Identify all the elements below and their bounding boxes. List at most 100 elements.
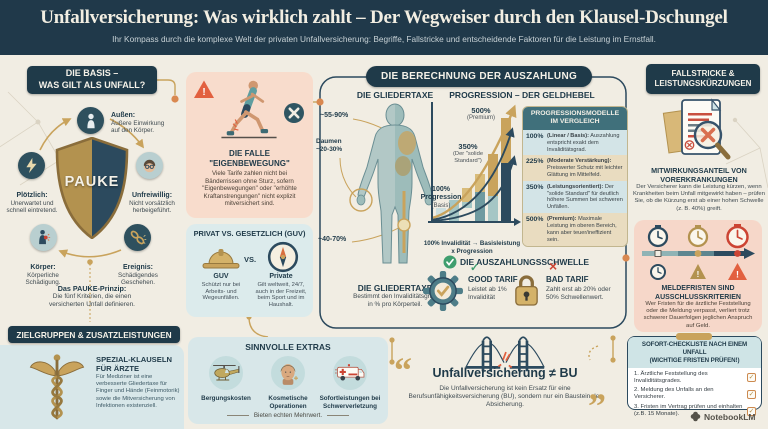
gliedertaxe-label-thumb: Daumen ~20-30% — [316, 138, 343, 154]
checkliste-title: SOFORT-CHECKLISTE NACH EINEM UNFALL (WIC… — [628, 337, 761, 369]
svg-text:!: ! — [697, 270, 700, 279]
meldefristen-text: Wer Fristen für die ärztliche Feststellu… — [643, 301, 753, 329]
checkliste-item: 2. Meldung des Unfalls an den Versichere… — [634, 387, 756, 401]
broken-bridge-icon — [465, 336, 545, 372]
modelle-panel: PROGRESSIONSMODELLE IM VERGLEICH 100% (L… — [522, 106, 628, 248]
meldefristen-card: ! ! MELDEFRISTEN SIND AUSSCHLUSSKRITERIE… — [634, 220, 762, 332]
aussen-node — [77, 107, 104, 134]
warning-triangle-icon: ! — [194, 80, 214, 98]
guv-card: PRIVAT VS. GESETZLICH (GUV) VS. GUV Schü… — [186, 224, 313, 317]
pauke-caption-title: Das PAUKE-Prinzip: — [57, 284, 127, 293]
gear-icon — [423, 271, 463, 311]
extras-title: SINNVOLLE EXTRAS — [245, 342, 331, 352]
extras-item-label: Sofortleistungen bei Schwerverletzung — [319, 395, 381, 410]
page-subtitle: Ihr Kompass durch die komplexe Welt der … — [112, 34, 656, 44]
ploetzlich-label: Plötzlich: Unerwartet und schnell eintret… — [6, 191, 58, 215]
face-icon — [143, 159, 156, 173]
card-tab — [676, 333, 712, 340]
berechnung-section-header: DIE BERECHNUNG DER AUSZAHLUNG — [366, 66, 592, 87]
modelle-header: PROGRESSIONSMODELLE IM VERGLEICH — [523, 107, 627, 130]
pauke-caption-text: Die fünf Kriterien, die einen versichert… — [49, 293, 135, 309]
gliedertaxe-label-arm: ~55-90% — [320, 112, 349, 119]
warning-triangle-icon: ! — [690, 264, 706, 279]
quote-text: Die Unfallversicherung ist kein Ersatz f… — [408, 385, 602, 409]
clock-icon — [650, 264, 666, 280]
modelle-row: 500% (Premium): Maximale Leistung im obe… — [523, 213, 627, 247]
modelle-row-pct: 100% — [526, 132, 544, 140]
falle-card: ! DIE FALLE "EIGENBEWEGUNG" Viele Tarife… — [186, 72, 313, 218]
padlock-icon — [515, 275, 538, 306]
hardhat-icon — [202, 249, 240, 269]
gliedertaxe-caption: DIE GLIEDERTAXE Bestimmt den Invalidität… — [328, 283, 462, 309]
chain-icon — [130, 230, 147, 245]
lightning-icon — [26, 157, 37, 174]
extras-icon-circle — [271, 356, 305, 390]
progression-chart — [428, 102, 521, 226]
checkliste-card: SOFORT-CHECKLISTE NACH EINEM UNFALL (WIC… — [627, 333, 762, 417]
modelle-row-pct: 350% — [526, 183, 544, 191]
aerzte-title: SPEZIAL-KLAUSELN FÜR ÄRZTE — [96, 355, 172, 374]
ambulance-icon — [335, 364, 365, 381]
clock-icon — [687, 225, 709, 248]
watermark: NotebookLM — [690, 411, 755, 422]
helicopter-icon — [213, 364, 240, 381]
zielgruppen-section-header: ZIELGRUPPEN & ZUSATZLEISTUNGEN — [8, 326, 180, 343]
clock-icon — [647, 225, 669, 248]
ereignis-node — [124, 224, 151, 251]
progression-xaxis-label: 100% Invalidität → Basisleistung x Progr… — [423, 240, 521, 256]
extras-footer: Bieten echten Mehrwert. — [188, 412, 388, 419]
runner-icon — [221, 80, 277, 139]
shield-icon — [55, 137, 129, 239]
x-badge-icon — [284, 103, 304, 123]
guv-title: PRIVAT VS. GESETZLICH (GUV) — [193, 229, 306, 238]
cosmetic-face-icon — [280, 363, 298, 385]
progression-label-100: 100% Progression (Basis) — [420, 186, 462, 209]
gliedertaxe-caption-text: Bestimmt den Invaliditätsgrad in % pro K… — [353, 293, 437, 308]
checkliste-item: 1. Ärztliche Feststellung des Invaliditä… — [634, 370, 756, 384]
extras-icon-circle — [333, 356, 367, 390]
koerper-node — [30, 224, 57, 251]
document-magnifier-icon — [662, 98, 731, 160]
guv-right-desc: Gilt weltweit, 24/7, auch in der Freizei… — [255, 282, 307, 308]
extras-item-label: Bergungskosten — [201, 395, 251, 402]
svg-text:!: ! — [202, 87, 205, 98]
modelle-row: 225% (Moderate Verstärkung): Preiswerter… — [523, 155, 627, 181]
bad-tarif-name: BAD TARIF — [546, 275, 589, 284]
divider-line — [327, 415, 350, 416]
guv-left-desc: Schützt nur bei Arbeits- und Wegeunfälle… — [201, 282, 241, 302]
caduceus-icon — [29, 354, 85, 420]
guv-right-name: Private — [269, 273, 293, 280]
warning-triangle-icon: ! — [728, 263, 747, 280]
aerzte-text: Für Mediziner ist eine verbesserte Glied… — [96, 374, 180, 409]
aerzte-panel-bg — [0, 345, 184, 429]
pauke-shield: PAUKE — [54, 137, 130, 239]
bad-tarif-desc: Zahlt erst ab 20% oder 50% Schwellenwert… — [546, 286, 611, 301]
pauke-caption: Das PAUKE-Prinzip: Die fünf Kriterien, d… — [18, 284, 166, 309]
header-banner: Unfallversicherung: Was wirklich zahlt –… — [0, 0, 768, 55]
progression-label-350: 350% (Der "solide Standard") — [452, 142, 484, 164]
connector-dots — [87, 95, 630, 365]
pauke-arrows — [39, 118, 145, 258]
extras-card: SINNVOLLE EXTRAS — [188, 337, 388, 424]
unfreiwillig-node — [136, 152, 163, 179]
progression-label-500: 500% (Premium) — [467, 106, 495, 121]
meldefristen-title: MELDEFRISTEN SIND AUSSCHLUSSKRITERIEN — [655, 285, 741, 302]
bad-cross-mark: × — [549, 258, 558, 274]
modelle-row: 100% (Linear / Basis): Auszahlung entspr… — [523, 129, 627, 156]
guv-left-name: GUV — [213, 273, 229, 280]
gliedertaxe-label-leg: ~40-70% — [318, 236, 347, 243]
gliedertaxe-caption-title: DIE GLIEDERTAXE — [357, 283, 433, 293]
person-icon — [86, 113, 95, 128]
page-title: Unfallversicherung: Was wirklich zahlt –… — [40, 7, 728, 28]
mitwirkung-title: MITWIRKUNGSANTEIL VON VORERKRANKUNGEN — [651, 166, 747, 185]
clock-icon — [726, 224, 749, 249]
guv-vs-label: VS. — [243, 255, 257, 264]
good-tarif-name: GOOD TARIF — [468, 275, 518, 284]
quote-title: Unfallversicherung ≠ BU — [432, 366, 578, 380]
checkliste-item: 3. Fristen im Vertrag prüfen und einhalt… — [634, 404, 756, 418]
good-check-mark: ✓ — [470, 262, 480, 274]
notebooklm-logo-icon — [690, 411, 701, 422]
basis-section-header: DIE BASIS – WAS GILT ALS UNFALL? — [27, 66, 157, 94]
unfreiwillig-label: Unfreiwillig: Nicht vorsätzlich herbeigef… — [129, 191, 175, 215]
